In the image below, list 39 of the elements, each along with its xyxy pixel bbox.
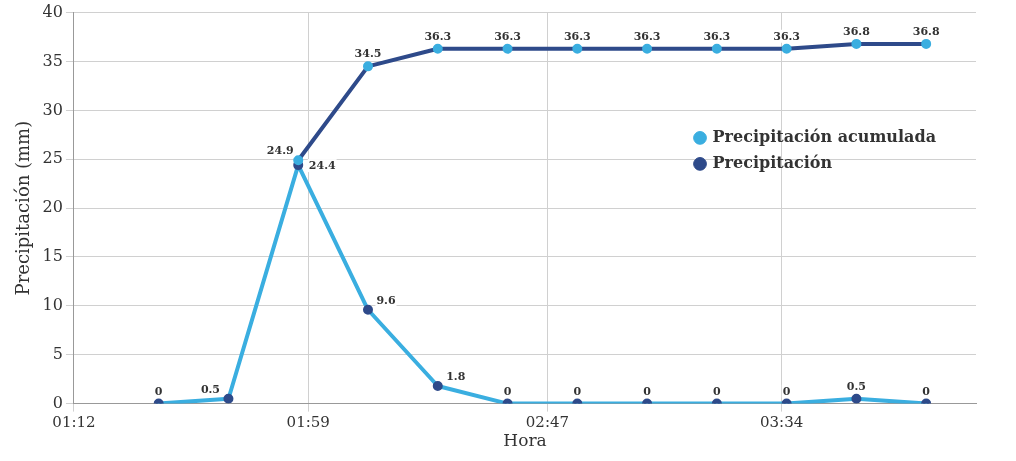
legend-label: Precipitación bbox=[712, 153, 833, 173]
data-label: 36.3 bbox=[703, 29, 731, 43]
data-label: 0 bbox=[713, 384, 722, 398]
data-label: 0 bbox=[782, 384, 791, 398]
y-tick-label: 20 bbox=[42, 197, 63, 217]
data-label: 0.5 bbox=[200, 382, 221, 396]
y-tick-label: 0 bbox=[52, 392, 63, 412]
y-tick-label: 30 bbox=[42, 99, 63, 119]
data-label: 0 bbox=[922, 384, 931, 398]
y-axis-title: Precipitación (mm) bbox=[12, 120, 34, 296]
y-tick-label: 40 bbox=[42, 1, 63, 21]
data-label: 36.3 bbox=[563, 29, 591, 43]
data-label: 36.3 bbox=[773, 29, 801, 43]
data-label: 24.4 bbox=[308, 159, 336, 173]
y-tick-label: 35 bbox=[42, 50, 63, 70]
data-label: 0 bbox=[503, 384, 512, 398]
data-label: 0.5 bbox=[846, 379, 866, 393]
x-tick-label: 02:47 bbox=[525, 413, 570, 432]
data-label: 0 bbox=[643, 384, 652, 398]
data-label: 34.5 bbox=[354, 47, 382, 61]
legend-label: Precipitación acumulada bbox=[712, 127, 936, 147]
y-tick-label: 10 bbox=[42, 295, 63, 315]
data-label: 0 bbox=[154, 384, 163, 398]
data-label: 36.3 bbox=[424, 29, 452, 43]
data-label: 36.8 bbox=[842, 24, 871, 38]
data-label: 9.6 bbox=[376, 293, 396, 307]
y-tick-label: 15 bbox=[42, 246, 63, 266]
data-label: 36.3 bbox=[633, 29, 661, 43]
y-tick-label: 25 bbox=[42, 148, 63, 168]
data-label: 36.8 bbox=[912, 24, 940, 38]
data-label: 36.3 bbox=[494, 29, 521, 43]
x-tick-label: 01:12 bbox=[52, 413, 96, 432]
x-tick-label: 03:34 bbox=[760, 413, 804, 432]
data-label: 24.9 bbox=[266, 144, 294, 158]
y-tick-label: 5 bbox=[52, 343, 63, 363]
x-tick-label: 01:59 bbox=[286, 413, 330, 432]
data-label: 1.8 bbox=[446, 370, 466, 384]
data-label: 0 bbox=[573, 384, 582, 398]
x-axis-title: Hora bbox=[503, 430, 547, 451]
